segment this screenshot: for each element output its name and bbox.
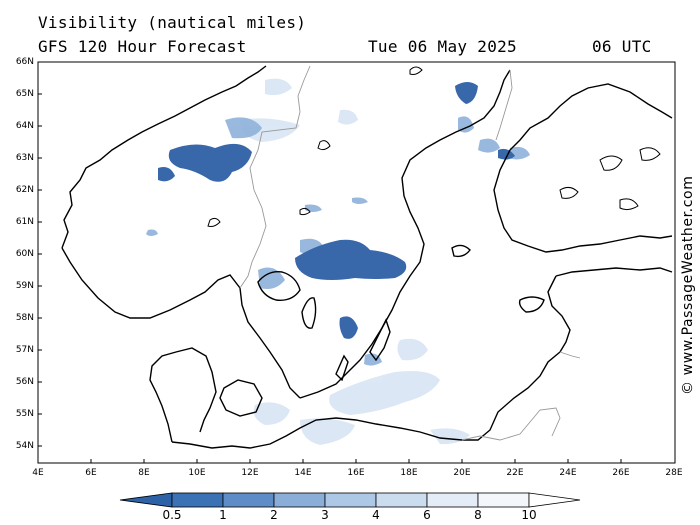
chart-title: Visibility (nautical miles): [38, 13, 307, 32]
forecast-time: 06 UTC: [592, 37, 652, 56]
forecast-label: GFS 120 Hour Forecast: [38, 37, 247, 56]
legend-label: 10: [521, 508, 537, 522]
lat-label: 56N: [15, 377, 34, 387]
watermark-credit: © www.PassageWeather.com: [680, 175, 696, 395]
legend-colorbar: [119, 492, 581, 508]
lat-label: 60N: [15, 249, 34, 259]
legend-label: 8: [474, 508, 482, 522]
lon-label: 4E: [32, 468, 44, 478]
moderate-visibility-areas: [146, 116, 530, 366]
legend-swatch-6-8: [426, 492, 479, 508]
lon-label: 16E: [347, 468, 365, 478]
lon-label: 8E: [138, 468, 150, 478]
lon-label: 28E: [665, 468, 683, 478]
legend-label: 2: [270, 508, 278, 522]
lon-label: 14E: [294, 468, 312, 478]
legend-label: 3: [321, 508, 329, 522]
legend-swatch-lt-0.5: [119, 492, 173, 508]
legend-swatch-0.5-1: [171, 492, 224, 508]
lon-label: 26E: [612, 468, 630, 478]
lat-label: 59N: [15, 281, 34, 291]
legend-swatch-3-4: [324, 492, 377, 508]
lat-label: 62N: [15, 185, 34, 195]
legend-label: 0.5: [162, 508, 182, 522]
lon-label: 24E: [559, 468, 577, 478]
lat-label: 65N: [15, 89, 34, 99]
lon-label: 6E: [85, 468, 97, 478]
axis-ticks: [38, 93, 622, 463]
legend-swatch-4-6: [375, 492, 428, 508]
lon-label: 10E: [188, 468, 206, 478]
legend-swatch-8-10: [477, 492, 530, 508]
lon-label: 20E: [453, 468, 471, 478]
lon-label: 12E: [241, 468, 259, 478]
legend-swatch-1-2: [222, 492, 275, 508]
national-borders: [239, 65, 581, 441]
low-visibility-areas: [158, 82, 515, 339]
lat-label: 63N: [15, 153, 34, 163]
lat-label: 58N: [15, 313, 34, 323]
lon-label: 22E: [506, 468, 524, 478]
forecast-date: Tue 06 May 2025: [368, 37, 517, 56]
legend-swatch-gt-10: [528, 492, 581, 508]
legend-label: 6: [423, 508, 431, 522]
lakes: [207, 66, 661, 227]
legend-label: 1: [219, 508, 227, 522]
legend-label: 4: [372, 508, 380, 522]
lon-label: 18E: [400, 468, 418, 478]
lat-label: 57N: [15, 345, 34, 355]
lat-label: 66N: [15, 57, 34, 67]
lat-label: 64N: [15, 121, 34, 131]
legend-swatch-2-3: [273, 492, 326, 508]
lat-label: 61N: [15, 217, 34, 227]
lat-label: 54N: [15, 441, 34, 451]
lat-label: 55N: [15, 409, 34, 419]
